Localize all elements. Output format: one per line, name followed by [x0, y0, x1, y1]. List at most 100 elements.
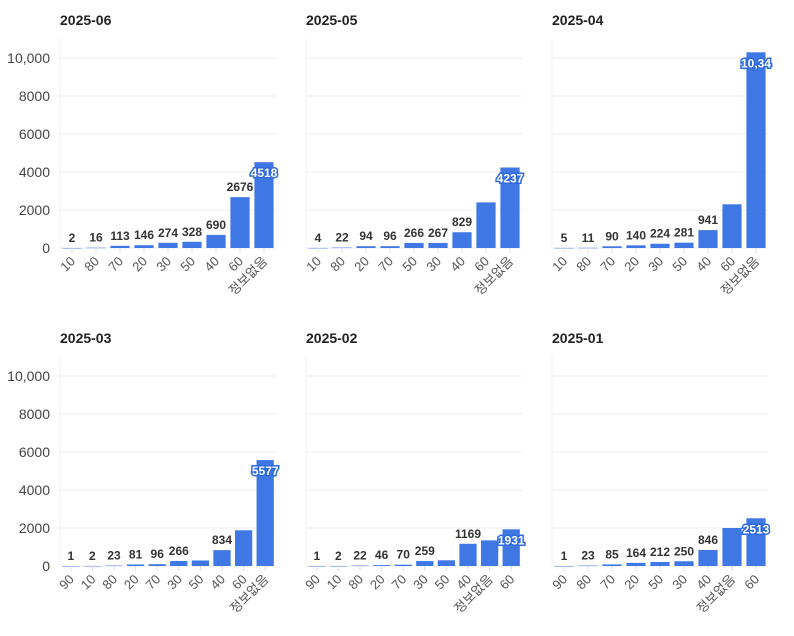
data-label: 2 [69, 231, 76, 245]
data-label: 164 [626, 546, 646, 560]
chart-title: 2025-02 [306, 330, 358, 346]
bar [416, 561, 434, 566]
x-tick-label: 70 [597, 572, 618, 593]
data-label: 22 [353, 549, 367, 563]
bar [372, 565, 391, 566]
y-tick-label: 2000 [19, 202, 50, 218]
x-tick-label: 80 [345, 572, 366, 593]
y-tick-label: 4000 [19, 164, 50, 180]
bar [110, 245, 130, 248]
bar [626, 245, 646, 248]
data-label: 46 [375, 548, 389, 562]
data-label: 941 [698, 213, 718, 227]
bar [134, 245, 154, 248]
data-label: 85 [605, 547, 619, 561]
bar [698, 230, 718, 248]
bar-chart-2025-01: 2025-019018023708520164502123025040846정보… [549, 330, 771, 616]
data-label: 23 [107, 549, 121, 563]
data-label: 2676 [227, 180, 254, 194]
bar [191, 560, 210, 566]
x-tick-label: 70 [105, 254, 126, 275]
bar [452, 232, 472, 248]
data-label: 5 [561, 231, 568, 245]
bar [86, 247, 106, 249]
x-tick-label: 80 [81, 254, 102, 275]
data-label: 2 [335, 549, 342, 563]
data-label: 274 [158, 226, 178, 240]
bar [746, 518, 766, 566]
data-label: 94 [359, 229, 373, 243]
y-tick-label: 6000 [19, 444, 50, 460]
y-tick-label: 8000 [19, 406, 50, 422]
data-label: 690 [206, 218, 226, 232]
bar-chart-2025-03: 2025-03 0 2000 4000 6000 8000 10,000 90 1 10 280 23… [7, 330, 280, 616]
bar [650, 243, 670, 248]
data-label: 328 [182, 225, 202, 239]
x-tick-label: 30 [164, 572, 185, 593]
data-label: 11 [582, 231, 595, 245]
bar [722, 528, 742, 566]
bar [476, 202, 496, 248]
x-tick-label: 70 [375, 254, 396, 275]
x-tick-label: 20 [129, 254, 150, 275]
x-tick-label: 70 [388, 572, 409, 593]
x-tick-label: 60 [496, 572, 517, 593]
chart-title: 2025-01 [552, 330, 604, 346]
bar [437, 560, 456, 566]
x-tick-label: 90 [549, 572, 570, 593]
bar [404, 242, 424, 248]
x-tick-label: 30 [669, 572, 690, 593]
bar [722, 204, 742, 248]
data-label: 146 [134, 228, 154, 242]
bar [351, 565, 369, 567]
data-label: 266 [169, 544, 189, 558]
data-label: 4 [315, 231, 322, 245]
bar [602, 246, 622, 248]
chart-title: 2025-05 [306, 12, 358, 28]
bar [332, 247, 352, 249]
bar [394, 564, 412, 566]
x-tick-label: 10 [549, 254, 570, 275]
bar [674, 561, 694, 566]
x-tick-label: 50 [432, 572, 453, 593]
data-label: 2513 [743, 522, 770, 536]
x-tick-label: 50 [669, 254, 690, 275]
x-tick-label: 40 [207, 572, 228, 593]
data-label: 96 [383, 229, 397, 243]
x-tick-label: 40 [201, 254, 222, 275]
bar-chart-2025-05: 2025-0510480222094709650266302674082960정… [303, 12, 525, 298]
data-label: 259 [415, 544, 435, 558]
bar [254, 162, 274, 248]
y-tick-label: 10,000 [7, 368, 50, 384]
x-tick-label: 80 [99, 572, 120, 593]
bar [428, 242, 448, 248]
x-tick-label: 30 [153, 254, 174, 275]
x-tick-label: 30 [423, 254, 444, 275]
data-label: 5577 [252, 464, 279, 478]
bar [206, 234, 226, 248]
y-tick-label: 4000 [19, 482, 50, 498]
data-label: 266 [404, 226, 424, 240]
data-label: 140 [626, 228, 646, 242]
data-label: 22 [335, 231, 349, 245]
bar [602, 564, 622, 566]
chart-title: 2025-03 [60, 330, 112, 346]
bar [105, 565, 123, 567]
x-tick-label: 60 [741, 572, 762, 593]
x-tick-label: 20 [351, 254, 372, 275]
x-tick-label: 50 [186, 572, 207, 593]
y-tick-label: 10,000 [7, 50, 50, 66]
bar [230, 197, 250, 248]
x-tick-label: 80 [573, 572, 594, 593]
data-label: 846 [698, 533, 718, 547]
bar [502, 529, 520, 566]
data-label: 250 [674, 544, 694, 558]
x-tick-label: 30 [645, 254, 666, 275]
bar [480, 540, 499, 566]
x-tick-label: 50 [645, 572, 666, 593]
y-tick-label: 2000 [19, 520, 50, 536]
data-label: 829 [452, 215, 472, 229]
